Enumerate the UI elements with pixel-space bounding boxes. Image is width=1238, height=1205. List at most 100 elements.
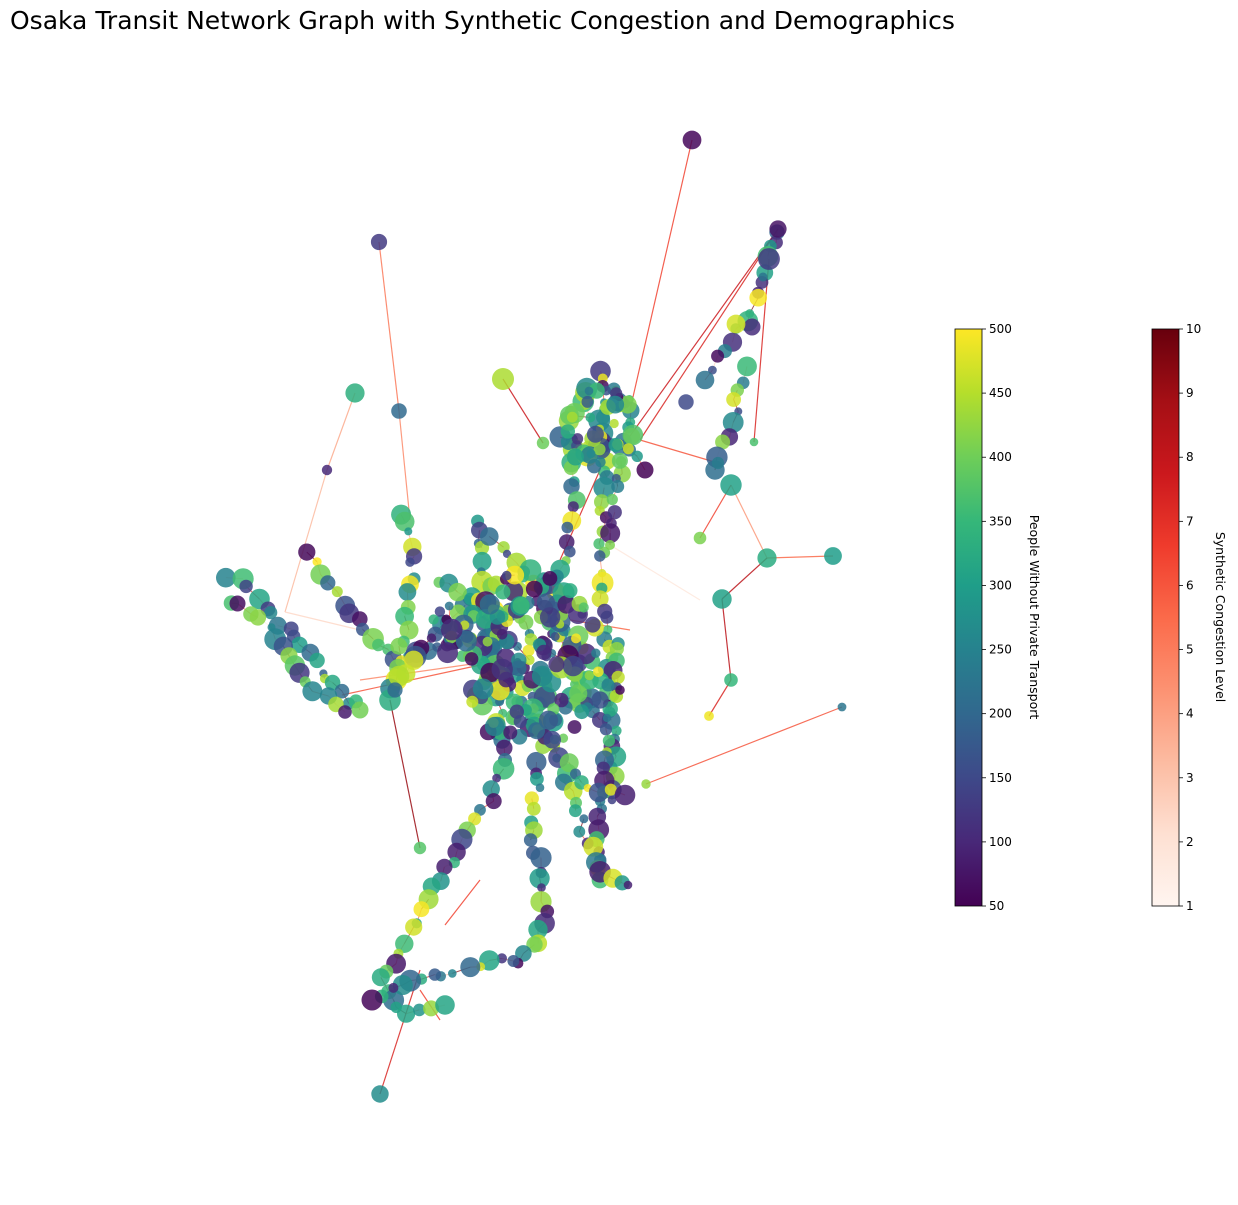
network-edge	[609, 544, 701, 601]
station-node	[398, 583, 417, 601]
station-node	[538, 710, 559, 730]
station-node	[571, 633, 581, 644]
station-node	[320, 575, 336, 591]
station-node	[485, 793, 502, 810]
station-node	[611, 725, 622, 736]
chart-title: Osaka Transit Network Graph with Synthet…	[10, 6, 955, 35]
station-node	[611, 452, 628, 469]
station-node	[605, 540, 615, 550]
station-node	[371, 968, 390, 987]
station-node	[584, 670, 594, 681]
station-node	[758, 248, 780, 270]
station-node	[495, 584, 511, 600]
congestion-colorbar-tick-label: 9	[1186, 386, 1194, 400]
station-node	[519, 559, 542, 581]
station-node	[712, 589, 732, 609]
station-node	[468, 812, 482, 826]
station-node	[309, 652, 325, 669]
congestion-colorbar-tick-label: 5	[1186, 643, 1194, 657]
station-node	[405, 557, 415, 567]
station-node	[720, 474, 742, 496]
station-node	[229, 595, 246, 612]
network-edge	[708, 679, 732, 717]
station-node	[622, 424, 644, 446]
population-colorbar-tick-label: 500	[989, 322, 1012, 336]
station-node	[526, 801, 541, 816]
station-node	[388, 982, 399, 993]
station-node	[594, 550, 606, 562]
population-colorbar-tick-label: 100	[989, 835, 1012, 849]
station-node	[636, 461, 654, 479]
station-node	[631, 450, 643, 462]
station-node	[441, 618, 463, 641]
station-node	[448, 969, 457, 978]
station-node	[550, 632, 560, 641]
station-node	[491, 658, 513, 681]
station-node	[591, 590, 609, 608]
station-node	[586, 425, 604, 443]
station-node	[567, 720, 582, 734]
station-node	[564, 545, 576, 558]
congestion-colorbar-tick-label: 3	[1186, 771, 1194, 785]
station-node	[535, 783, 545, 792]
network-edge	[389, 699, 421, 849]
congestion-colorbar-ticks: 1 2 3 4 5 6 7 8 9 10	[1179, 322, 1201, 913]
station-node	[510, 660, 527, 677]
network-edge	[766, 555, 834, 559]
population-colorbar-label: People Without Private Transport	[1027, 515, 1042, 720]
station-node	[472, 678, 494, 700]
population-colorbar-tick-label: 450	[989, 386, 1012, 400]
station-node	[693, 531, 707, 545]
station-node	[609, 418, 619, 429]
station-node	[584, 386, 594, 396]
population-colorbar-tick-label: 300	[989, 578, 1012, 592]
station-node	[518, 614, 534, 630]
station-node	[395, 934, 414, 953]
station-node	[524, 654, 535, 666]
station-node	[428, 614, 439, 625]
station-node	[464, 652, 479, 666]
congestion-colorbar: 1 2 3 4 5 6 7 8 9 10 Synthetic Congestion Level	[1151, 322, 1228, 913]
congestion-colorbar-tick-label: 2	[1186, 835, 1194, 849]
station-node	[394, 511, 415, 532]
station-node	[298, 543, 316, 561]
station-node	[704, 711, 714, 721]
station-node	[837, 702, 847, 712]
station-node	[611, 480, 625, 493]
station-node	[715, 434, 731, 450]
station-node	[758, 272, 768, 282]
station-node	[604, 783, 617, 796]
station-node	[711, 349, 725, 363]
station-node	[569, 684, 588, 703]
station-node	[722, 412, 744, 433]
station-node	[571, 433, 584, 445]
station-node	[563, 478, 580, 495]
station-node	[447, 842, 466, 862]
network-edge	[284, 611, 361, 631]
network-edge	[753, 258, 770, 443]
network-edge	[619, 228, 779, 451]
station-node	[526, 936, 543, 953]
station-node	[724, 673, 738, 687]
station-node	[607, 795, 617, 805]
network-edge	[721, 598, 732, 681]
station-node	[622, 443, 634, 455]
station-node	[524, 791, 539, 806]
network-edge	[398, 410, 411, 521]
network-edge	[444, 879, 481, 926]
station-node	[526, 751, 547, 773]
station-node	[492, 773, 501, 783]
station-node	[460, 957, 481, 978]
station-node	[455, 630, 477, 652]
station-node	[608, 437, 623, 453]
population-colorbar-tick-label: 350	[989, 514, 1012, 528]
station-node	[574, 704, 590, 720]
station-node	[302, 681, 323, 702]
station-node	[448, 582, 467, 602]
station-node	[387, 682, 403, 698]
station-node	[399, 620, 419, 640]
station-node	[474, 804, 486, 816]
station-node	[573, 825, 586, 838]
station-node	[591, 648, 601, 658]
network-edge	[326, 392, 356, 471]
